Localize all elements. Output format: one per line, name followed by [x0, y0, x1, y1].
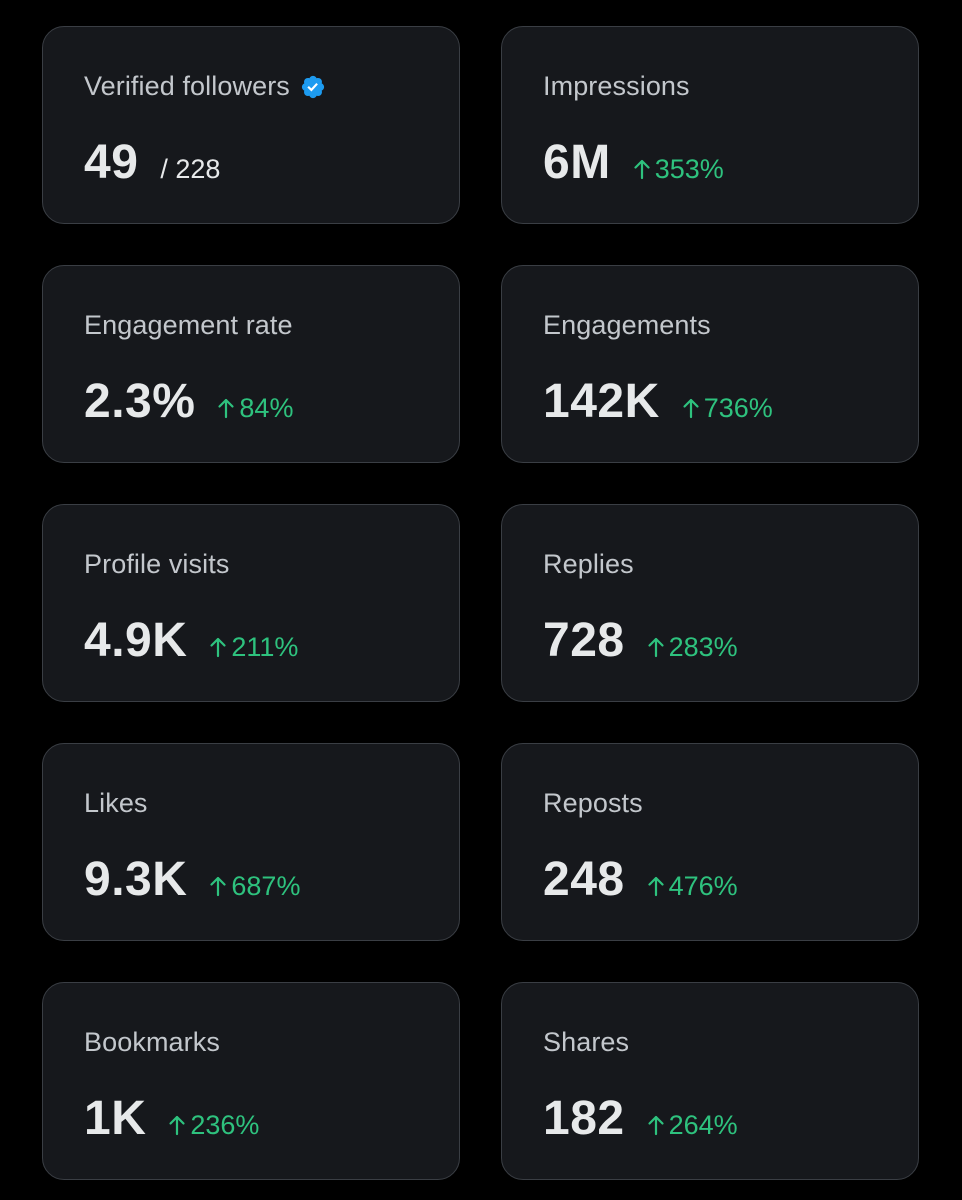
metric-value-row: 1K 236% — [84, 1091, 259, 1146]
metric-value: 49 — [84, 136, 139, 189]
metric-label: Likes — [84, 788, 148, 818]
metric-change: 687% — [209, 871, 300, 902]
arrow-up-icon — [634, 159, 650, 180]
metric-value-row: 2.3% 84% — [84, 374, 293, 429]
metric-card-likes[interactable]: Likes 9.3K 687% — [42, 743, 460, 941]
metric-change: 476% — [647, 871, 738, 902]
metric-card-impressions[interactable]: Impressions 6M 353% — [501, 26, 919, 224]
arrow-up-icon — [169, 1115, 185, 1136]
metric-change-value: 211% — [231, 632, 299, 662]
arrow-up-icon — [647, 637, 664, 658]
metric-value-row: 728 283% — [543, 613, 738, 668]
metric-change: 283% — [647, 632, 738, 663]
metric-label: Verified followers — [84, 71, 326, 102]
metric-change: 236% — [168, 1110, 259, 1141]
metric-value-row: 142K 736% — [543, 374, 773, 429]
arrow-up-icon — [218, 398, 235, 419]
metric-value: 4.9K — [84, 614, 188, 667]
metric-label: Replies — [543, 549, 634, 579]
metric-card-reposts[interactable]: Reposts 248 476% — [501, 743, 919, 941]
metric-label: Engagements — [543, 310, 711, 340]
metric-label-text: Verified followers — [84, 71, 290, 101]
metric-value: 1K — [84, 1092, 147, 1145]
verified-badge-icon — [301, 75, 325, 98]
metric-change-value: 283% — [668, 632, 738, 662]
metric-card-verified-followers[interactable]: Verified followers 49 / 228 — [42, 26, 460, 224]
metric-value: 728 — [543, 614, 625, 667]
metric-label: Bookmarks — [84, 1027, 220, 1057]
metric-card-bookmarks[interactable]: Bookmarks 1K 236% — [42, 982, 460, 1180]
metric-value-row: 49 / 228 — [84, 135, 220, 190]
metric-label: Impressions — [543, 71, 690, 101]
metric-card-shares[interactable]: Shares 182 264% — [501, 982, 919, 1180]
metric-total: / 228 — [160, 154, 221, 184]
metric-change-value: 687% — [231, 871, 301, 901]
metric-value-row: 6M 353% — [543, 135, 724, 190]
metric-change: 353% — [633, 154, 724, 185]
metric-change: 84% — [217, 393, 293, 424]
metric-value-row: 4.9K 211% — [84, 613, 298, 668]
metric-change-value: 353% — [654, 154, 724, 184]
metric-value: 9.3K — [84, 853, 188, 906]
arrow-up-icon — [683, 398, 699, 419]
metric-value-row: 182 264% — [543, 1091, 738, 1146]
metric-change: 736% — [682, 393, 773, 424]
arrow-up-icon — [647, 876, 664, 897]
metric-change: 264% — [647, 1110, 738, 1141]
metric-card-replies[interactable]: Replies 728 283% — [501, 504, 919, 702]
arrow-up-icon — [210, 876, 226, 897]
metric-label: Shares — [543, 1027, 630, 1057]
metric-value: 2.3% — [84, 375, 196, 428]
arrow-up-icon — [210, 637, 226, 658]
metric-change-value: 84% — [239, 393, 294, 423]
metric-card-profile-visits[interactable]: Profile visits 4.9K 211% — [42, 504, 460, 702]
metric-change-value: 476% — [668, 871, 738, 901]
metric-value: 182 — [543, 1092, 625, 1145]
metric-value: 248 — [543, 853, 625, 906]
metric-value: 142K — [543, 375, 660, 428]
metric-card-engagement-rate[interactable]: Engagement rate 2.3% 84% — [42, 265, 460, 463]
metric-change-value: 736% — [703, 393, 773, 423]
metric-card-engagements[interactable]: Engagements 142K 736% — [501, 265, 919, 463]
metric-label: Reposts — [543, 788, 643, 818]
arrow-up-icon — [647, 1115, 664, 1136]
metric-label: Engagement rate — [84, 310, 293, 340]
metric-value: 6M — [543, 136, 611, 189]
metric-label: Profile visits — [84, 549, 230, 579]
metric-change-value: 264% — [668, 1110, 738, 1140]
metric-value-row: 248 476% — [543, 852, 738, 907]
metric-change-value: 236% — [190, 1110, 260, 1140]
metric-value-row: 9.3K 687% — [84, 852, 300, 907]
metric-change: 211% — [209, 632, 298, 663]
